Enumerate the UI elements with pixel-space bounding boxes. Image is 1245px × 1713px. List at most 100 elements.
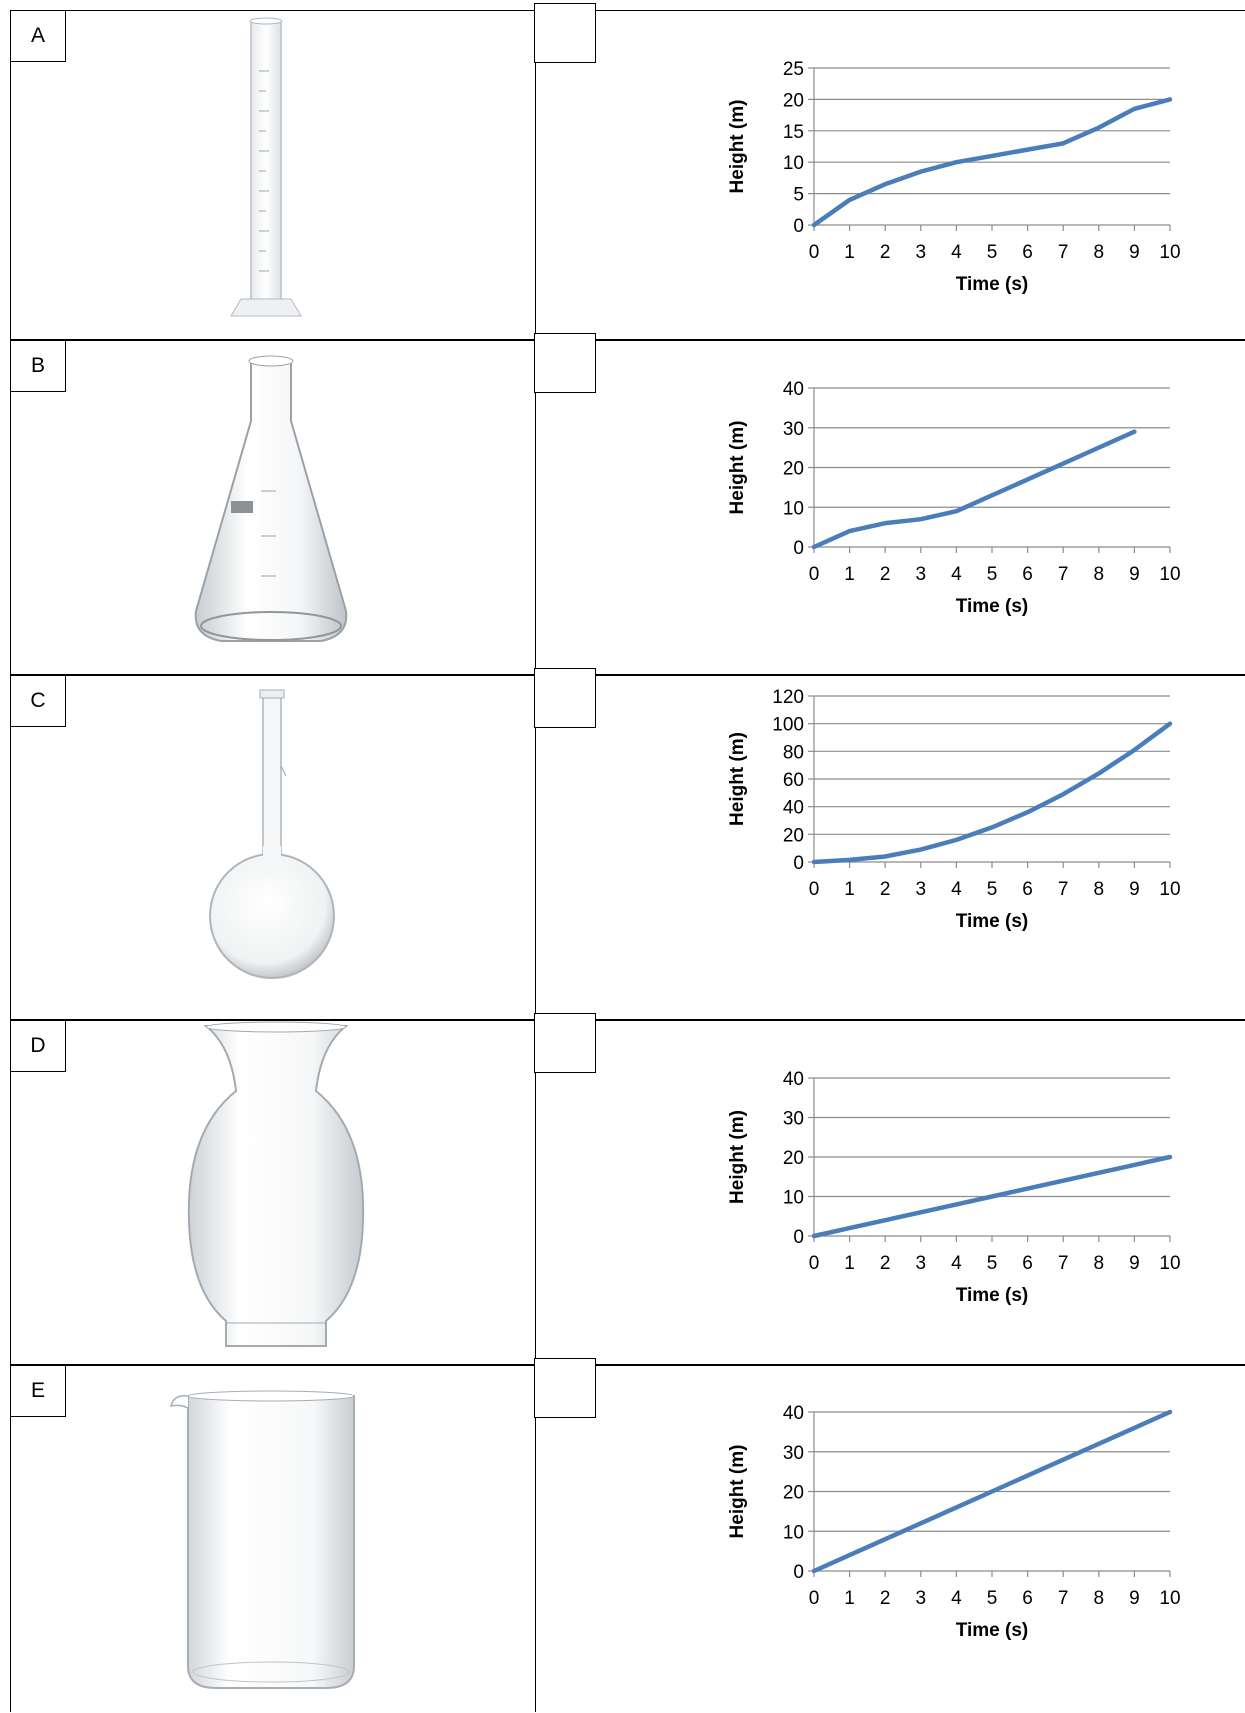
y-tick-label: 10 [783,1188,804,1209]
y-tick-label: 15 [783,122,804,143]
y-axis-title: Height (m) [727,1445,748,1539]
vessel-cell: A [10,10,535,340]
x-tick-label: 10 [1159,564,1180,585]
x-tick-label: 8 [1094,1588,1105,1609]
x-tick-label: 0 [809,1588,820,1609]
x-tick-label: 5 [987,564,998,585]
height-time-chart: 0 20 40 60 80 100 120 0 1 2 3 4 5 6 7 8 9 10 Time (s) Heigh… [727,687,1181,932]
x-tick-label: 7 [1058,879,1069,900]
erlenmeyer-flask-icon [194,355,348,642]
glass-vase-icon [187,1021,365,1347]
x-tick-label: 1 [844,1588,855,1609]
x-axis-title: Time (s) [956,274,1029,295]
x-tick-label: 2 [880,1253,891,1274]
answer-box[interactable] [534,333,596,393]
height-time-chart: 0 10 20 30 40 0 1 2 3 4 5 6 7 8 9 10 Time (s) Height (m) [727,1069,1181,1306]
y-axis-title: Height (m) [727,1110,748,1204]
x-tick-label: 6 [1022,564,1033,585]
x-tick-label: 9 [1129,1253,1140,1274]
x-tick-label: 4 [951,1253,962,1274]
height-time-chart: 0 5 10 15 20 25 0 1 2 3 4 5 6 7 8 9 10 Time (s) Height (m) [727,59,1181,295]
height-time-chart: 0 10 20 30 40 0 1 2 3 4 5 6 7 8 9 10 Time (s) Height (m) [727,1403,1181,1641]
x-tick-label: 7 [1058,242,1069,263]
y-tick-label: 10 [783,153,804,174]
graph-cell: 0 20 40 60 80 100 120 0 1 2 3 4 5 6 7 8 9 10 Time (s) Heigh… [534,668,1245,1020]
x-tick-label: 6 [1022,242,1033,263]
y-tick-label: 40 [783,379,804,400]
question-letter: C [10,675,66,727]
x-axis-title: Time (s) [956,1620,1029,1641]
x-tick-label: 10 [1159,1253,1180,1274]
question-row-a: A 0 5 10 15 20 25 0 1 2 3 4 5 6 7 8 9 10 Time (s) Height (… [0,3,1245,340]
x-tick-label: 6 [1022,1253,1033,1274]
x-tick-label: 10 [1159,879,1180,900]
x-tick-label: 7 [1058,1253,1069,1274]
question-letter: A [10,10,66,62]
x-tick-label: 5 [987,1253,998,1274]
x-tick-label: 2 [880,879,891,900]
series-line [811,1154,1173,1239]
y-tick-label: 30 [783,1109,804,1130]
series-line [811,721,1173,865]
question-letter: E [10,1365,66,1417]
x-tick-label: 4 [951,564,962,585]
x-axis-title: Time (s) [956,1285,1029,1306]
y-tick-label: 0 [793,216,804,237]
question-row-b: B 0 10 20 30 40 0 1 2 3 4 5 6 7 8 9 10 Time (s) Height (m… [0,333,1245,675]
x-tick-label: 8 [1094,1253,1105,1274]
y-tick-label: 25 [783,59,804,80]
y-tick-label: 0 [793,1227,804,1248]
x-tick-label: 10 [1159,1588,1180,1609]
graduated-cylinder-icon [230,17,302,317]
y-tick-label: 10 [783,1522,804,1543]
y-tick-label: 30 [783,1443,804,1464]
x-tick-label: 0 [809,879,820,900]
x-tick-label: 0 [809,564,820,585]
y-axis-title: Height (m) [727,100,748,194]
y-tick-label: 20 [783,825,804,846]
x-tick-label: 6 [1022,1588,1033,1609]
x-tick-label: 9 [1129,1588,1140,1609]
y-tick-label: 80 [783,742,804,763]
x-tick-label: 8 [1094,879,1105,900]
y-tick-label: 40 [783,1403,804,1424]
x-tick-label: 4 [951,242,962,263]
x-tick-label: 3 [916,1588,927,1609]
x-tick-label: 2 [880,242,891,263]
y-tick-label: 0 [793,1562,804,1583]
graph-cell: 0 10 20 30 40 0 1 2 3 4 5 6 7 8 9 10 Time (s) Height (m) [534,1358,1245,1712]
x-tick-label: 9 [1129,564,1140,585]
y-tick-label: 40 [783,1069,804,1090]
x-axis-title: Time (s) [956,596,1029,617]
y-tick-label: 0 [793,853,804,874]
answer-box[interactable] [534,1358,596,1418]
y-tick-label: 100 [772,715,804,736]
y-tick-label: 10 [783,498,804,519]
question-row-c: C 0 20 40 60 80 100 120 0 1 2 3 4 5 6 7 8 9 10 Time (s) Hei… [0,668,1245,1020]
answer-box[interactable] [534,3,596,63]
x-axis-title: Time (s) [956,911,1029,932]
answer-box[interactable] [534,668,596,728]
x-tick-label: 5 [987,242,998,263]
y-tick-label: 60 [783,770,804,791]
x-tick-label: 1 [844,564,855,585]
x-tick-label: 6 [1022,879,1033,900]
x-tick-label: 7 [1058,1588,1069,1609]
series-line [811,1409,1173,1574]
x-tick-label: 5 [987,1588,998,1609]
x-tick-label: 8 [1094,242,1105,263]
y-tick-label: 20 [783,459,804,480]
y-tick-label: 40 [783,798,804,819]
x-tick-label: 4 [951,879,962,900]
y-axis-title: Height (m) [727,732,748,826]
y-tick-label: 30 [783,419,804,440]
series-line [811,429,1137,550]
graph-cell: 0 10 20 30 40 0 1 2 3 4 5 6 7 8 9 10 Time (s) Height (m) [534,1013,1245,1365]
x-tick-label: 0 [809,1253,820,1274]
x-tick-label: 3 [916,242,927,263]
y-tick-label: 20 [783,90,804,111]
volumetric-flask-icon [209,689,335,979]
y-axis-title: Height (m) [727,421,748,515]
answer-box[interactable] [534,1013,596,1073]
